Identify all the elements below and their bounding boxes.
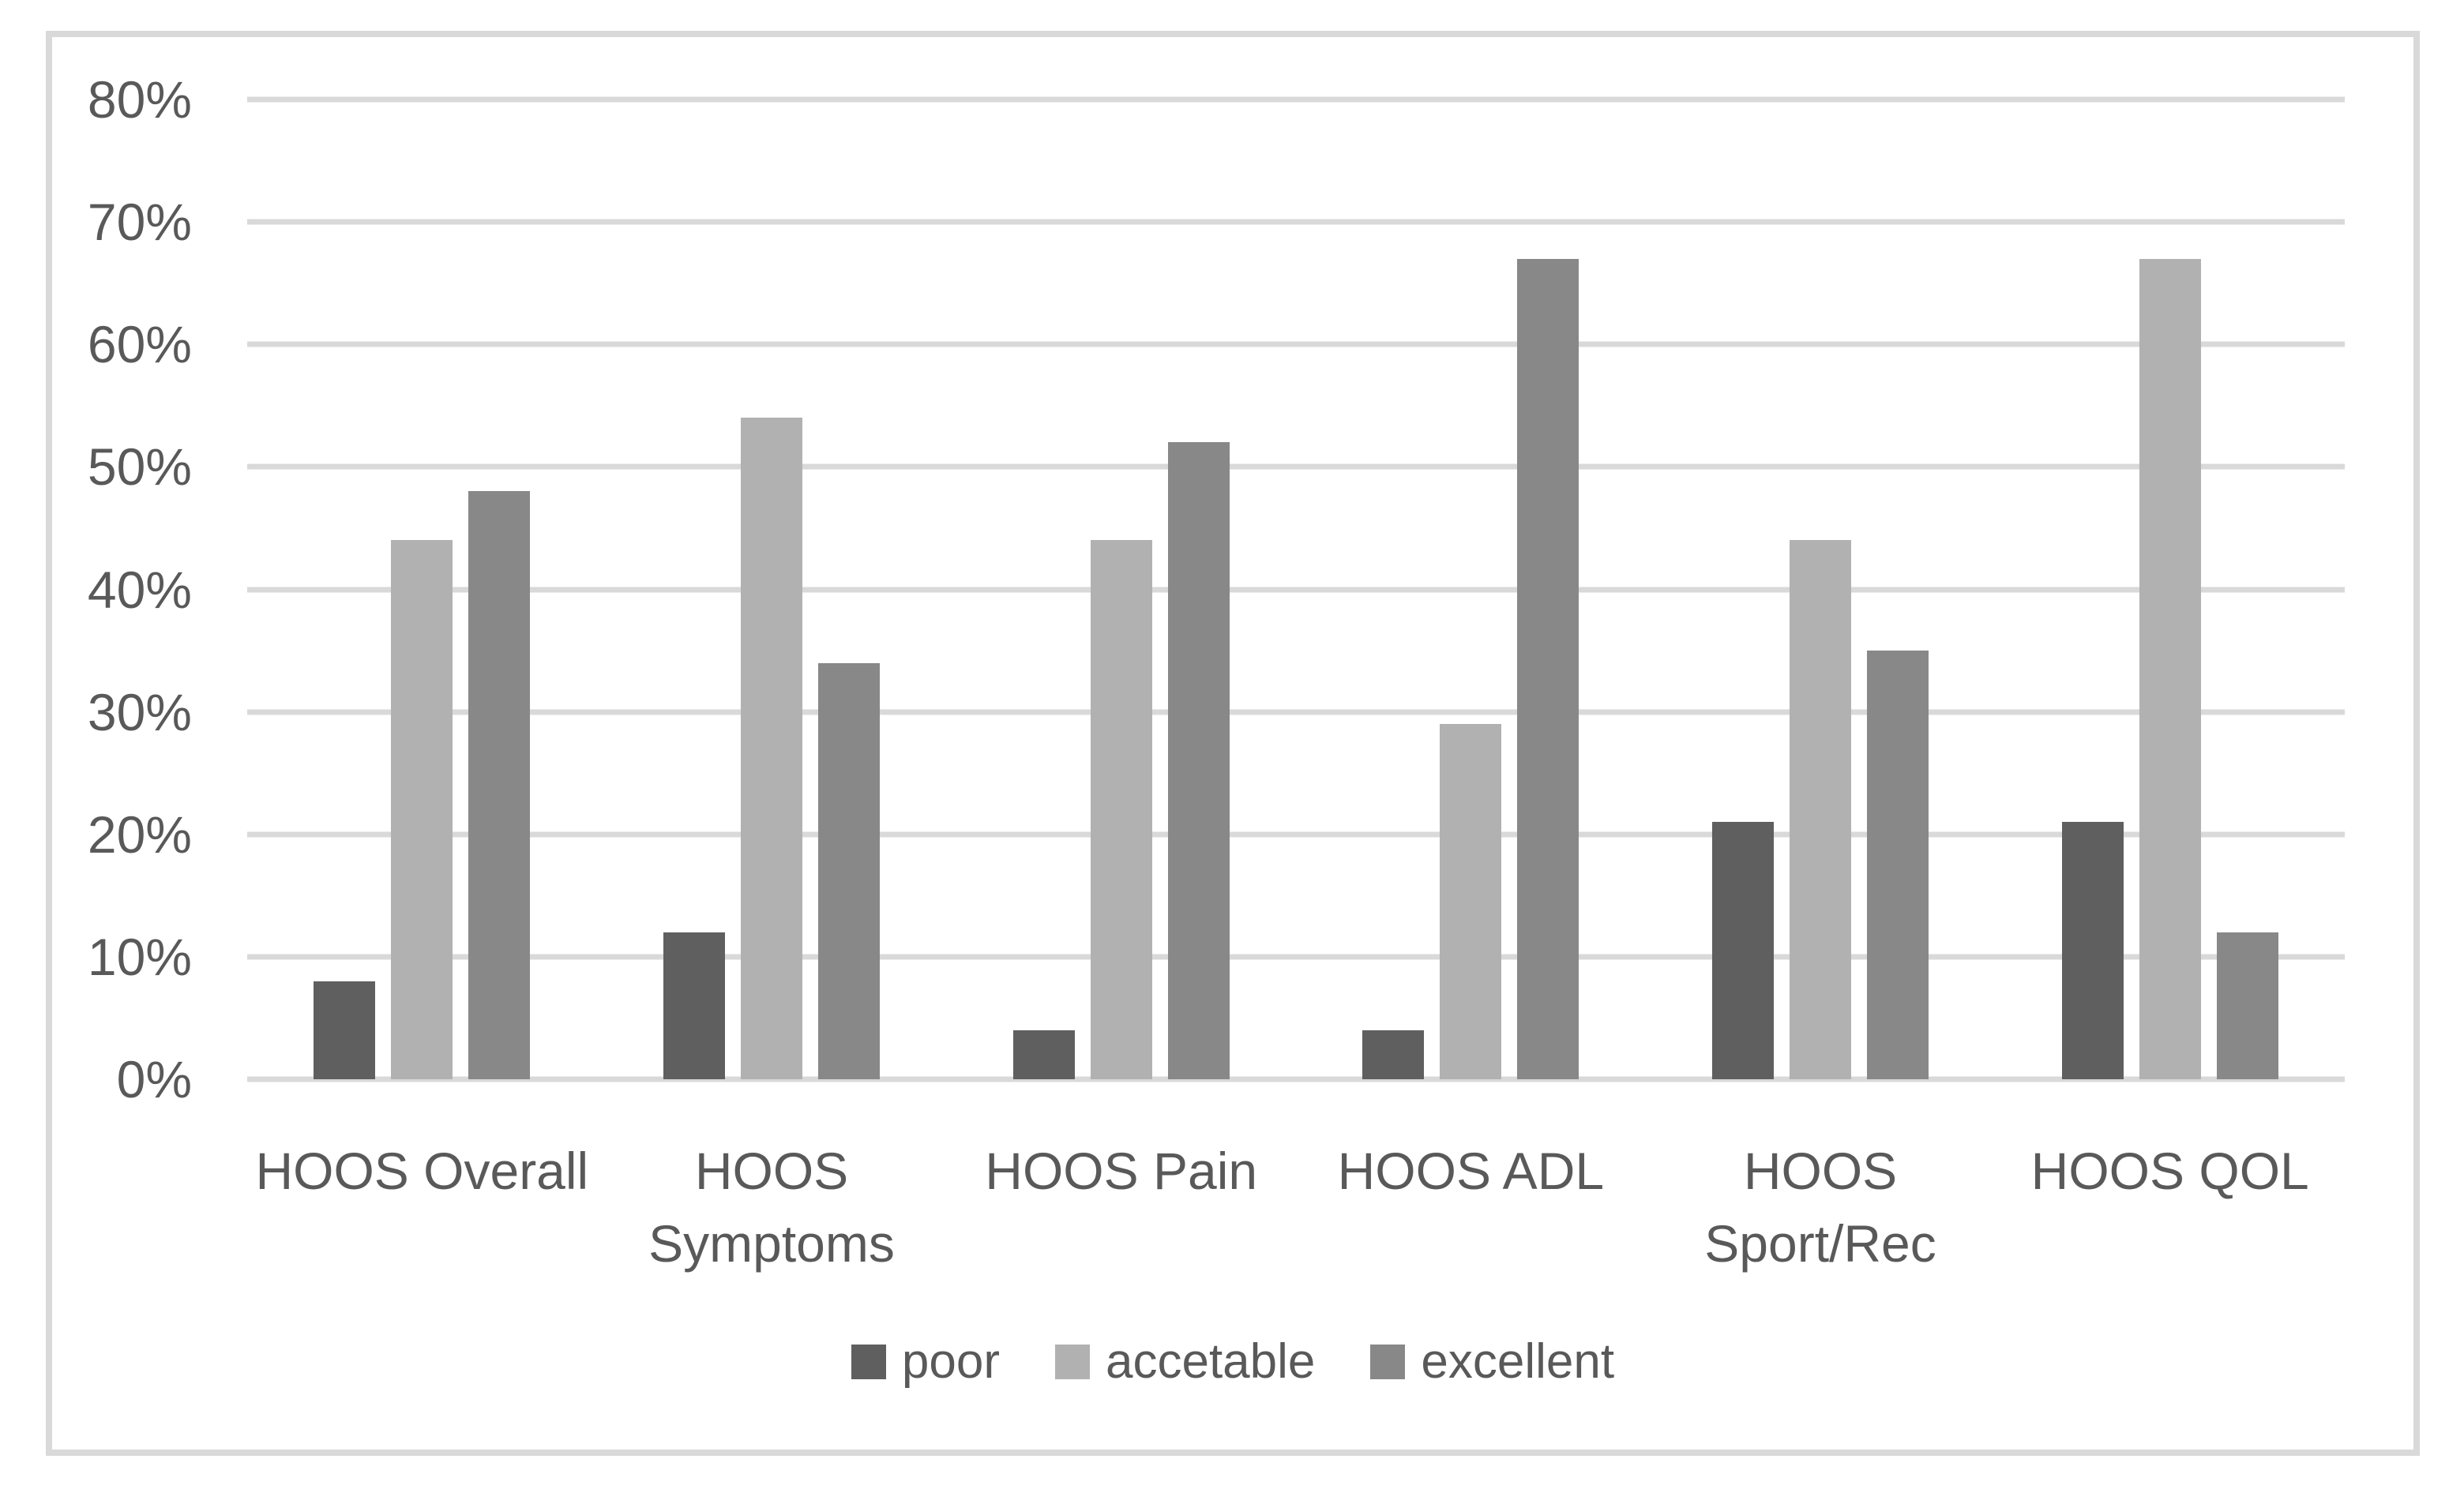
gridline-0 <box>247 1076 2345 1082</box>
legend-marker-poor <box>851 1345 886 1379</box>
x-category-label-line: HOOS Overall <box>255 1142 589 1200</box>
plot-area <box>247 96 2345 1082</box>
bar-group-hoos-overall <box>247 99 597 1079</box>
chart-legend: poor accetable excellent <box>52 1332 2413 1392</box>
y-tick-label-80: 80% <box>87 70 192 129</box>
legend-marker-accetable <box>1054 1345 1090 1379</box>
gridline-70 <box>247 219 2345 225</box>
x-category-label-line: Symptoms <box>648 1214 895 1273</box>
bar-excellent-hoos-adl <box>1517 258 1579 1079</box>
x-category-label-hoos-adl: HOOS ADL <box>1296 1135 1646 1280</box>
bar-accetable-hoos-overall <box>391 540 453 1079</box>
bar-excellent-hoos-symptoms <box>818 662 880 1079</box>
bar-accetable-hoos-adl <box>1440 724 1502 1079</box>
y-tick-label-50: 50% <box>87 437 192 497</box>
bar-accetable-hoos-qol <box>2139 258 2201 1079</box>
x-category-label-hoos-sport-rec: HOOS Sport/Rec <box>1646 1135 1996 1280</box>
gridlines-layer <box>247 96 2345 1082</box>
bar-excellent-hoos-sport-rec <box>1867 651 1929 1079</box>
bar-group-hoos-pain <box>946 99 1296 1079</box>
bar-group-hoos-symptoms <box>597 99 947 1079</box>
chart-frame: 0% 10% 20% 30% 40% 50% 60% 70% 80% HOOS Overall H… <box>46 31 2420 1456</box>
legend-label-poor: poor <box>901 1334 1000 1389</box>
bar-poor-hoos-sport-rec <box>1712 822 1775 1079</box>
bar-excellent-hoos-pain <box>1167 442 1230 1079</box>
y-tick-label-60: 60% <box>87 315 192 374</box>
gridline-60 <box>247 341 2345 347</box>
gridline-20 <box>247 831 2345 838</box>
bar-poor-hoos-overall <box>314 981 376 1079</box>
y-tick-label-10: 10% <box>87 927 192 986</box>
bar-poor-hoos-adl <box>1362 1030 1425 1079</box>
y-axis-tick-labels: 0% 10% 20% 30% 40% 50% 60% 70% 80% <box>52 70 192 1108</box>
bar-group-hoos-sport-rec <box>1646 99 1996 1079</box>
y-tick-label-70: 70% <box>87 193 192 252</box>
bar-group-hoos-qol <box>1995 99 2345 1079</box>
bar-poor-hoos-pain <box>1012 1030 1075 1079</box>
gridline-30 <box>247 709 2345 715</box>
bar-group-hoos-adl <box>1296 99 1646 1079</box>
gridline-50 <box>247 463 2345 470</box>
x-category-label-line: Sport/Rec <box>1704 1214 1936 1273</box>
y-tick-label-0: 0% <box>116 1050 192 1108</box>
bar-accetable-hoos-symptoms <box>741 418 802 1079</box>
x-category-label-line: HOOS ADL <box>1337 1142 1605 1200</box>
bar-poor-hoos-symptoms <box>663 932 725 1079</box>
legend-label-accetable: accetable <box>1105 1334 1316 1389</box>
x-category-label-line: HOOS QOL <box>2030 1142 2309 1200</box>
x-category-label-line: HOOS Pain <box>985 1142 1258 1200</box>
gridline-80 <box>247 96 2345 103</box>
legend-label-excellent: excellent <box>1421 1334 1615 1389</box>
x-category-label-hoos-symptoms: HOOS Symptoms <box>597 1135 947 1280</box>
bar-excellent-hoos-qol <box>2216 932 2278 1079</box>
bar-accetable-hoos-pain <box>1090 540 1152 1079</box>
gridline-40 <box>247 587 2345 592</box>
x-category-label-hoos-qol: HOOS QOL <box>1995 1135 2345 1280</box>
gridline-10 <box>247 954 2345 960</box>
legend-item-accetable: accetable <box>1054 1332 1316 1392</box>
x-category-label-hoos-overall: HOOS Overall <box>247 1135 597 1280</box>
y-tick-label-40: 40% <box>87 560 192 619</box>
x-category-label-line: HOOS <box>694 1142 849 1200</box>
bar-excellent-hoos-overall <box>468 491 531 1079</box>
x-axis-category-labels: HOOS Overall HOOS Symptoms HOOS Pain HOOS AD… <box>247 1135 2345 1280</box>
x-category-label-line: HOOS <box>1743 1142 1898 1200</box>
x-category-label-hoos-pain: HOOS Pain <box>946 1135 1296 1280</box>
legend-marker-excellent <box>1370 1345 1406 1379</box>
legend-item-excellent: excellent <box>1370 1332 1614 1392</box>
y-tick-label-30: 30% <box>87 682 192 741</box>
bars-layer <box>247 99 2345 1079</box>
bar-accetable-hoos-sport-rec <box>1790 540 1852 1079</box>
y-tick-label-20: 20% <box>87 805 192 864</box>
legend-item-poor: poor <box>851 1332 1000 1392</box>
bar-poor-hoos-qol <box>2061 822 2124 1079</box>
